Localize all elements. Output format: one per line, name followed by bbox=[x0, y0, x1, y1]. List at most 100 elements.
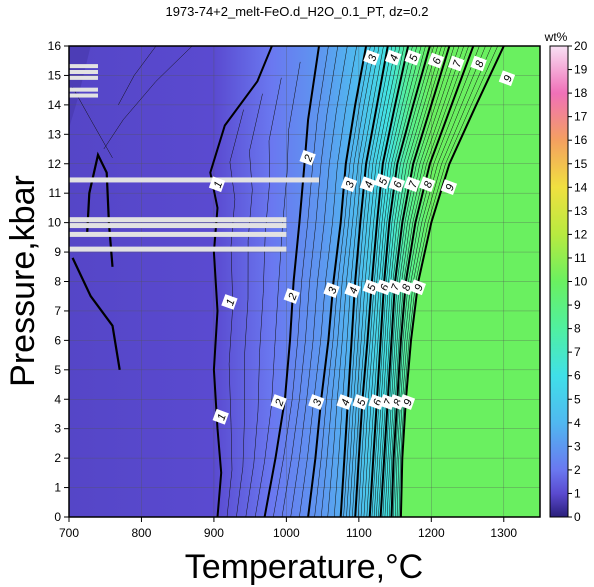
x-tick-label: 800 bbox=[131, 526, 151, 540]
x-tick-label: 900 bbox=[204, 526, 224, 540]
colorbar-tick-label: 15 bbox=[574, 157, 588, 171]
contour-label-box bbox=[427, 52, 445, 69]
colorbar-tick-label: 14 bbox=[574, 180, 588, 194]
contour-label-box bbox=[323, 282, 340, 298]
contour-label-24: 7 bbox=[403, 176, 420, 193]
contour-label-1: 1 bbox=[221, 294, 238, 310]
colorbar-tick-label: 10 bbox=[574, 275, 588, 289]
contour-label-text: 7 bbox=[451, 58, 465, 69]
thin-isoline bbox=[290, 46, 348, 517]
colorbar-tick-label: 2 bbox=[574, 463, 581, 477]
grid-lines bbox=[69, 46, 540, 517]
thin-isoline bbox=[273, 46, 329, 517]
contour-label-box bbox=[470, 55, 487, 72]
contour-label-box bbox=[388, 176, 405, 193]
contour-label-text: 1 bbox=[212, 180, 225, 190]
thin-isoline bbox=[382, 46, 455, 517]
contour-label-14: 5 bbox=[352, 394, 369, 410]
thin-isolines bbox=[72, 46, 498, 517]
contour-label-2: 1 bbox=[208, 176, 226, 193]
bold-isoline-4 bbox=[339, 46, 389, 517]
contour-label-text: 5 bbox=[365, 282, 379, 293]
y-tick-label: 15 bbox=[48, 68, 62, 82]
contour-label-box bbox=[448, 55, 465, 72]
contour-label-6: 3 bbox=[308, 394, 325, 410]
contour-label-box bbox=[212, 408, 229, 425]
contour-label-box bbox=[398, 394, 416, 410]
colorbar-tick-label: 5 bbox=[574, 392, 581, 406]
contour-label-27: 8 bbox=[397, 279, 414, 296]
thin-isoline bbox=[314, 46, 371, 517]
contour-label-text: 6 bbox=[392, 179, 406, 190]
y-tick-label: 6 bbox=[54, 333, 61, 347]
contour-label-33: 9 bbox=[498, 70, 516, 87]
thin-isoline bbox=[245, 77, 282, 517]
contour-label-box bbox=[440, 179, 458, 195]
contour-label-8: 3 bbox=[340, 176, 358, 193]
thin-isoline bbox=[346, 46, 397, 517]
x-tick-label: 1100 bbox=[346, 526, 372, 540]
thin-isoline bbox=[373, 46, 438, 517]
contour-label-text: 2 bbox=[286, 292, 300, 303]
contour-label-text: 5 bbox=[377, 176, 391, 187]
chart-title: 1973-74+2_melt-FeO.d_H2O_0.1_PT, dz=0.2 bbox=[165, 4, 428, 19]
y-tick-label: 3 bbox=[54, 422, 61, 436]
gap-band-0 bbox=[69, 64, 98, 69]
bold-isoline-1 bbox=[209, 46, 273, 517]
gap-band-4 bbox=[69, 93, 98, 98]
colorbar-tick-label: 6 bbox=[574, 369, 581, 383]
contour-label-25: 7 bbox=[448, 55, 465, 72]
thin-isoline bbox=[393, 46, 480, 517]
contour-label-box bbox=[340, 176, 358, 193]
gap-bands bbox=[69, 64, 319, 252]
y-tick-label: 2 bbox=[54, 451, 61, 465]
contour-label-text: 9 bbox=[444, 183, 457, 193]
contour-label-text: 8 bbox=[473, 58, 487, 69]
contour-label-16: 5 bbox=[374, 173, 391, 190]
thin-isoline bbox=[320, 46, 376, 517]
local-isoline-1 bbox=[71, 257, 121, 370]
contour-label-text: 4 bbox=[339, 398, 352, 408]
y-tick-label: 7 bbox=[54, 304, 61, 318]
y-tick-label: 0 bbox=[54, 510, 61, 524]
contour-label-text: 4 bbox=[363, 180, 376, 190]
contour-label-box bbox=[283, 288, 300, 304]
contour-label-0: 1 bbox=[212, 408, 229, 425]
thin-isoline bbox=[357, 46, 413, 517]
contour-label-17: 5 bbox=[404, 49, 421, 66]
contour-label-box bbox=[352, 394, 369, 410]
colorbar-tick-label: 1 bbox=[574, 486, 581, 500]
y-axis-title: Pressure,kbar bbox=[4, 175, 42, 387]
contour-label-box bbox=[375, 279, 392, 296]
bold-isoline-3 bbox=[307, 46, 368, 517]
contour-label-box bbox=[359, 176, 376, 193]
contour-label-19: 6 bbox=[375, 279, 392, 296]
contour-label-9: 3 bbox=[363, 49, 380, 66]
local-isoline-0 bbox=[86, 151, 114, 267]
contour-label-box bbox=[299, 149, 316, 166]
contour-label-text: 4 bbox=[388, 53, 401, 63]
x-tick-label: 700 bbox=[59, 526, 79, 540]
y-tick-label: 13 bbox=[48, 127, 62, 141]
contour-label-box bbox=[374, 173, 391, 190]
contour-label-7: 3 bbox=[323, 282, 340, 298]
thin-isoline bbox=[371, 46, 435, 517]
contour-label-box bbox=[397, 279, 414, 296]
contour-label-31: 9 bbox=[409, 279, 426, 296]
contour-label-15: 5 bbox=[362, 279, 379, 296]
colorbar-tick-label: 4 bbox=[574, 416, 581, 430]
contour-label-21: 6 bbox=[427, 52, 445, 69]
contour-label-box bbox=[344, 282, 361, 298]
thin-isoline bbox=[118, 46, 157, 106]
contour-label-box bbox=[404, 49, 421, 66]
thin-isoline bbox=[394, 46, 486, 517]
gap-band-6 bbox=[69, 217, 287, 223]
y-tick-label: 14 bbox=[48, 98, 62, 112]
contour-label-20: 6 bbox=[388, 176, 406, 193]
thin-isoline bbox=[349, 46, 401, 517]
contour-label-text: 8 bbox=[392, 397, 406, 408]
colorbar-tick-label: 13 bbox=[574, 204, 588, 218]
contour-label-text: 3 bbox=[366, 52, 380, 63]
gap-band-3 bbox=[69, 87, 98, 92]
